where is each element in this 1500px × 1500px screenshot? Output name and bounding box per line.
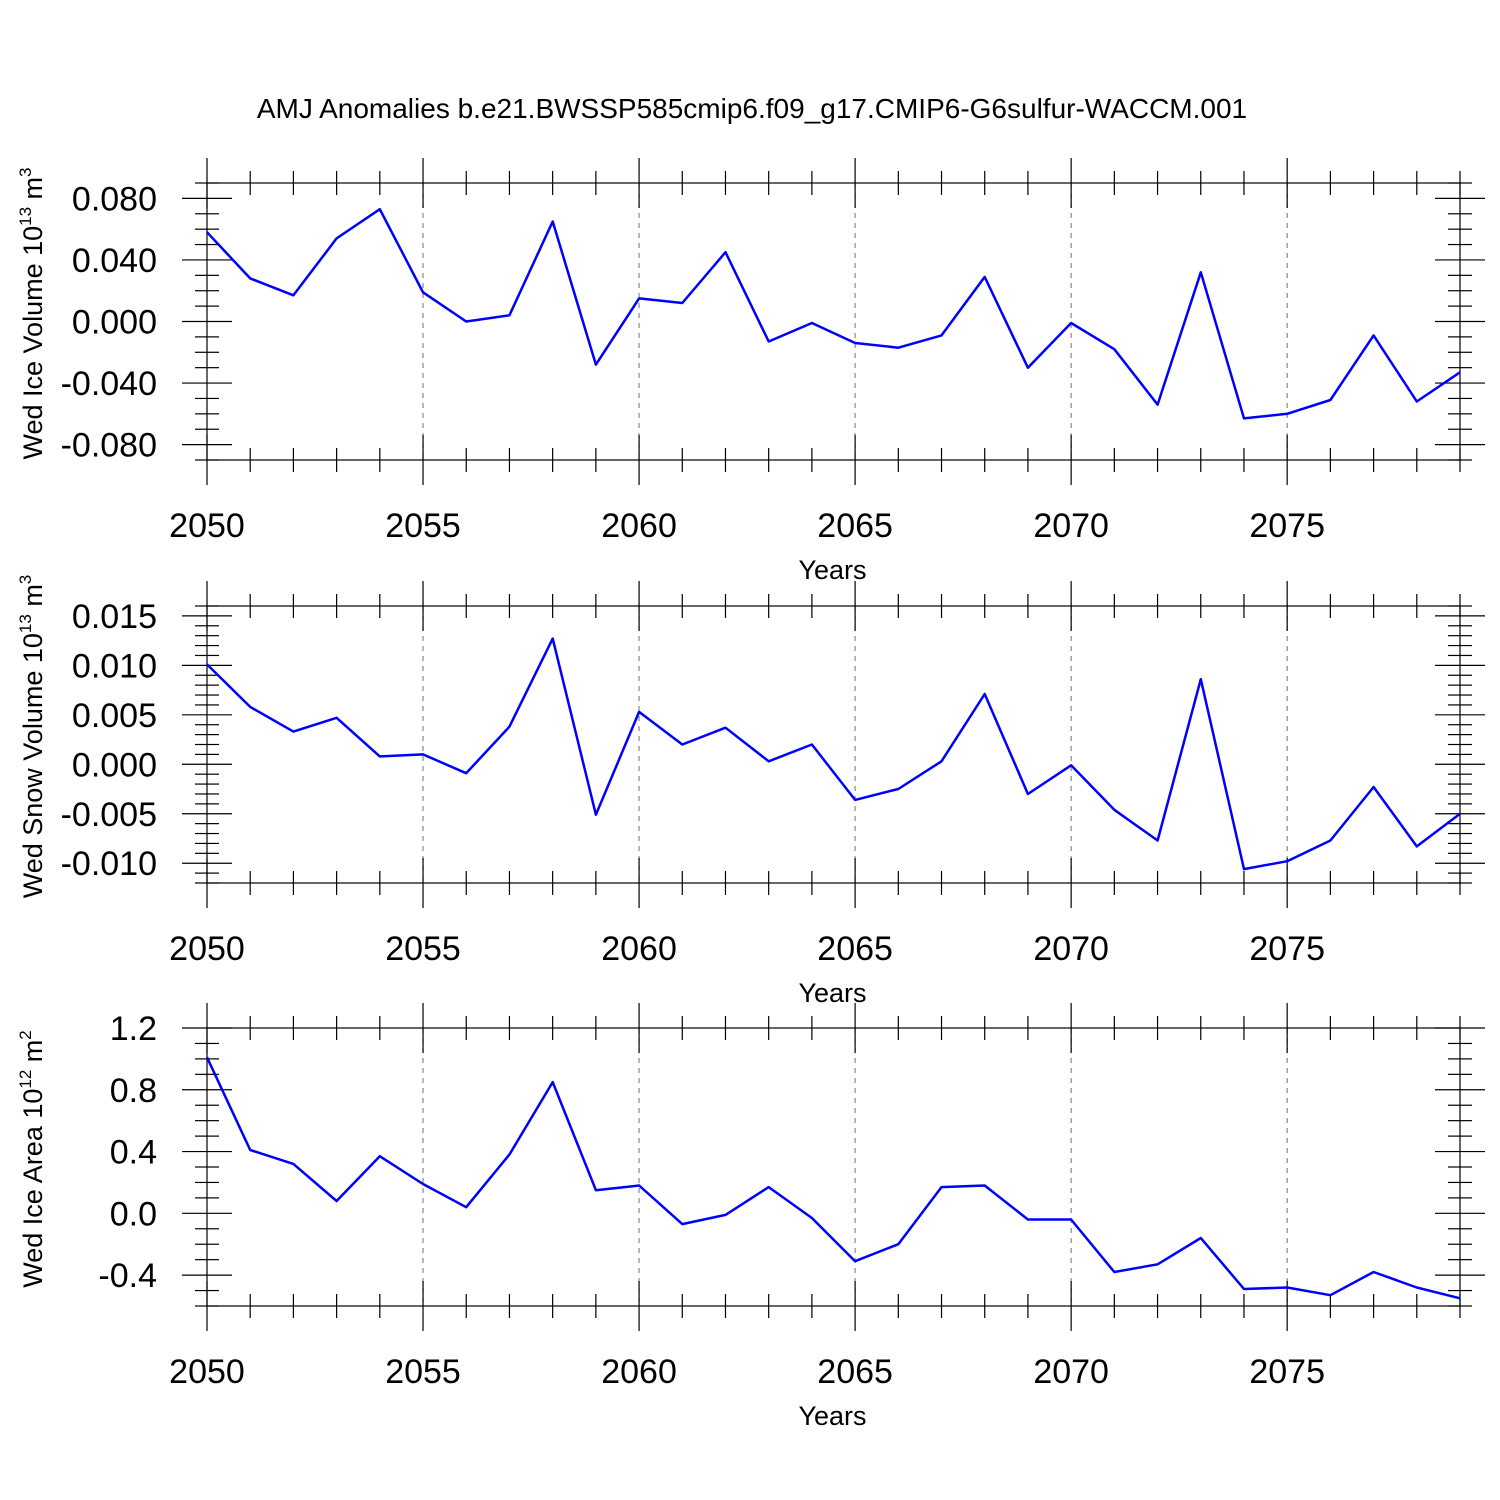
x-tick-label: 2065 <box>817 930 893 968</box>
x-tick-label: 2075 <box>1249 1353 1325 1391</box>
y-tick-label: 0.005 <box>72 697 157 735</box>
y-tick-label: 0.4 <box>110 1134 157 1172</box>
x-tick-label: 2070 <box>1033 1353 1109 1391</box>
y-tick-label: 0.0 <box>110 1195 157 1233</box>
x-tick-label: 2060 <box>601 507 677 545</box>
x-tick-label: 2065 <box>817 507 893 545</box>
y-tick-label: 0.8 <box>110 1072 157 1110</box>
series-line-ice-area <box>205 1056 1461 1300</box>
chart-title: AMJ Anomalies b.e21.BWSSP585cmip6.f09_g1… <box>257 93 1247 124</box>
x-tick-label: 2075 <box>1249 507 1325 545</box>
x-tick-label: 2055 <box>385 507 461 545</box>
y-tick-label: -0.4 <box>98 1257 157 1295</box>
y-tick-label: 0.015 <box>72 598 157 636</box>
y-axis-label: Wed Ice Volume 1013 m3 <box>16 167 48 459</box>
x-tick-label: 2050 <box>169 930 245 968</box>
x-axis-label: Years <box>798 555 866 585</box>
series-line-ice-volume <box>206 207 1461 420</box>
x-tick-label: 2070 <box>1033 930 1109 968</box>
panel-snow-volume: 0.015 0.010 0.005 0.000 -0.005 -0.010 2050 2055… <box>16 575 1485 1008</box>
x-tick-label: 2070 <box>1033 507 1109 545</box>
x-axis-label: Years <box>798 1401 866 1431</box>
x-tick-label: 2050 <box>169 507 245 545</box>
x-tick-label: 2065 <box>817 1353 893 1391</box>
y-tick-label: -0.010 <box>61 845 157 883</box>
y-tick-label: 0.010 <box>72 647 157 685</box>
y-axis-label: Wed Ice Area 1012 m2 <box>16 1030 48 1288</box>
panel-ice-area: 1.2 0.8 0.4 0.0 -0.4 2050 2055 2060 2065 2070 2075… <box>16 1003 1485 1431</box>
y-tick-label: 0.000 <box>72 304 157 342</box>
y-tick-label: 1.2 <box>110 1010 157 1048</box>
y-tick-label: -0.040 <box>61 365 157 403</box>
x-axis-label: Years <box>798 978 866 1008</box>
x-tick-label: 2075 <box>1249 930 1325 968</box>
x-tick-label: 2055 <box>385 930 461 968</box>
x-tick-label: 2055 <box>385 1353 461 1391</box>
plot-frame <box>206 182 1461 461</box>
y-tick-label: 0.080 <box>72 180 157 218</box>
x-tick-label: 2060 <box>601 930 677 968</box>
y-axis-label: Wed Snow Volume 1013 m3 <box>16 575 48 899</box>
x-tick-label: 2050 <box>169 1353 245 1391</box>
y-tick-label: 0.000 <box>72 746 157 784</box>
x-tick-label: 2060 <box>601 1353 677 1391</box>
y-tick-label: -0.005 <box>61 796 157 834</box>
y-tick-label: 0.040 <box>72 242 157 280</box>
series-line-snow-volume <box>206 637 1461 871</box>
y-tick-label: -0.080 <box>61 427 157 465</box>
panel-ice-volume: 0.080 0.040 0.000 -0.040 -0.080 2050 2055 2060 2… <box>16 158 1485 585</box>
plot-frame <box>206 605 1461 884</box>
